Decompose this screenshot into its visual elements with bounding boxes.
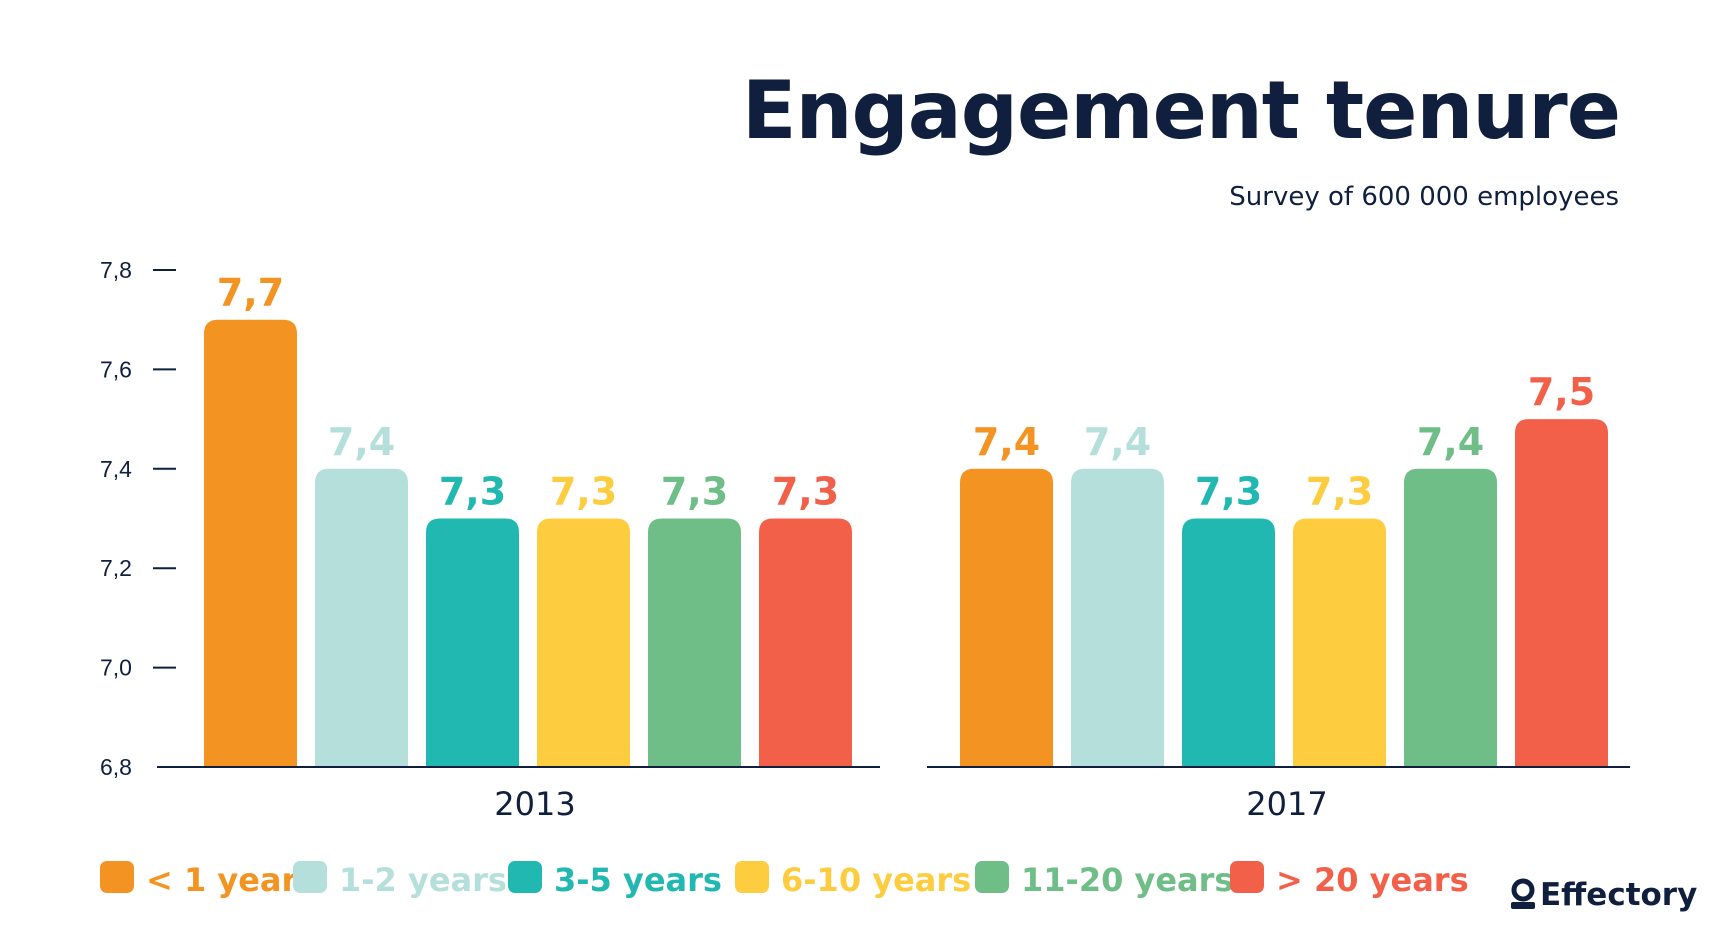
bar-value-label: 7,4 bbox=[328, 420, 395, 464]
legend-label: 6-10 years bbox=[781, 861, 971, 899]
bars: 7,7 7,4 7,3 7,3 7,3 7,3 7,4 7,4 7,3 7,3 7,4 7,5 bbox=[204, 271, 1608, 767]
bar bbox=[1182, 518, 1275, 767]
bar-value-label: 7,3 bbox=[1195, 470, 1262, 514]
group-labels: 2013 2017 bbox=[494, 785, 1327, 823]
bar bbox=[1515, 419, 1608, 767]
bar bbox=[537, 518, 630, 767]
legend-swatch bbox=[735, 861, 769, 893]
bar-value-label: 7,3 bbox=[1306, 470, 1373, 514]
legend-swatch bbox=[100, 861, 134, 893]
y-tick-label: 6,8 bbox=[100, 754, 132, 780]
brand-name: Effectory bbox=[1540, 877, 1697, 913]
bar-value-label: 7,4 bbox=[1084, 420, 1151, 464]
y-tick-label: 7,4 bbox=[100, 456, 132, 482]
group-label: 2013 bbox=[494, 785, 575, 823]
bar-value-label: 7,5 bbox=[1528, 370, 1595, 414]
legend-swatch bbox=[1230, 861, 1264, 893]
bar-value-label: 7,3 bbox=[661, 470, 728, 514]
legend-label: 1-2 years bbox=[339, 861, 507, 899]
bar-value-label: 7,4 bbox=[1417, 420, 1484, 464]
legend-swatch bbox=[508, 861, 542, 893]
bar-value-label: 7,7 bbox=[217, 271, 284, 315]
bar bbox=[648, 518, 741, 767]
bar-value-label: 7,4 bbox=[973, 420, 1040, 464]
effectory-logo-icon bbox=[1511, 878, 1535, 909]
group-label: 2017 bbox=[1246, 785, 1327, 823]
y-tick-label: 7,6 bbox=[100, 356, 132, 382]
bar-value-label: 7,3 bbox=[550, 470, 617, 514]
y-tick-label: 7,8 bbox=[100, 257, 132, 283]
bar bbox=[759, 518, 852, 767]
bar bbox=[315, 468, 408, 767]
legend-label: > 20 years bbox=[1276, 861, 1469, 899]
bar bbox=[204, 319, 297, 767]
bar-value-label: 7,3 bbox=[772, 470, 839, 514]
bar-value-label: 7,3 bbox=[439, 470, 506, 514]
bar bbox=[1071, 468, 1164, 767]
bar bbox=[960, 468, 1053, 767]
legend-swatch bbox=[293, 861, 327, 893]
y-axis: 6,8 7,0 7,2 7,4 7,6 7,8 bbox=[100, 257, 176, 780]
y-tick-label: 7,2 bbox=[100, 555, 132, 581]
bar bbox=[1404, 468, 1497, 767]
legend-label: 11-20 years bbox=[1021, 861, 1233, 899]
y-tick-label: 7,0 bbox=[100, 655, 132, 681]
legend-swatch bbox=[975, 861, 1009, 893]
chart-title: Engagement tenure bbox=[742, 64, 1620, 157]
bar bbox=[1293, 518, 1386, 767]
legend: < 1 year 1-2 years 3-5 years 6-10 years 11-2… bbox=[100, 861, 1469, 899]
chart-subtitle: Survey of 600 000 employees bbox=[1229, 182, 1619, 212]
bar bbox=[426, 518, 519, 767]
legend-label: < 1 year bbox=[146, 861, 298, 899]
legend-label: 3-5 years bbox=[554, 861, 722, 899]
brand-logo: Effectory bbox=[1511, 877, 1697, 913]
